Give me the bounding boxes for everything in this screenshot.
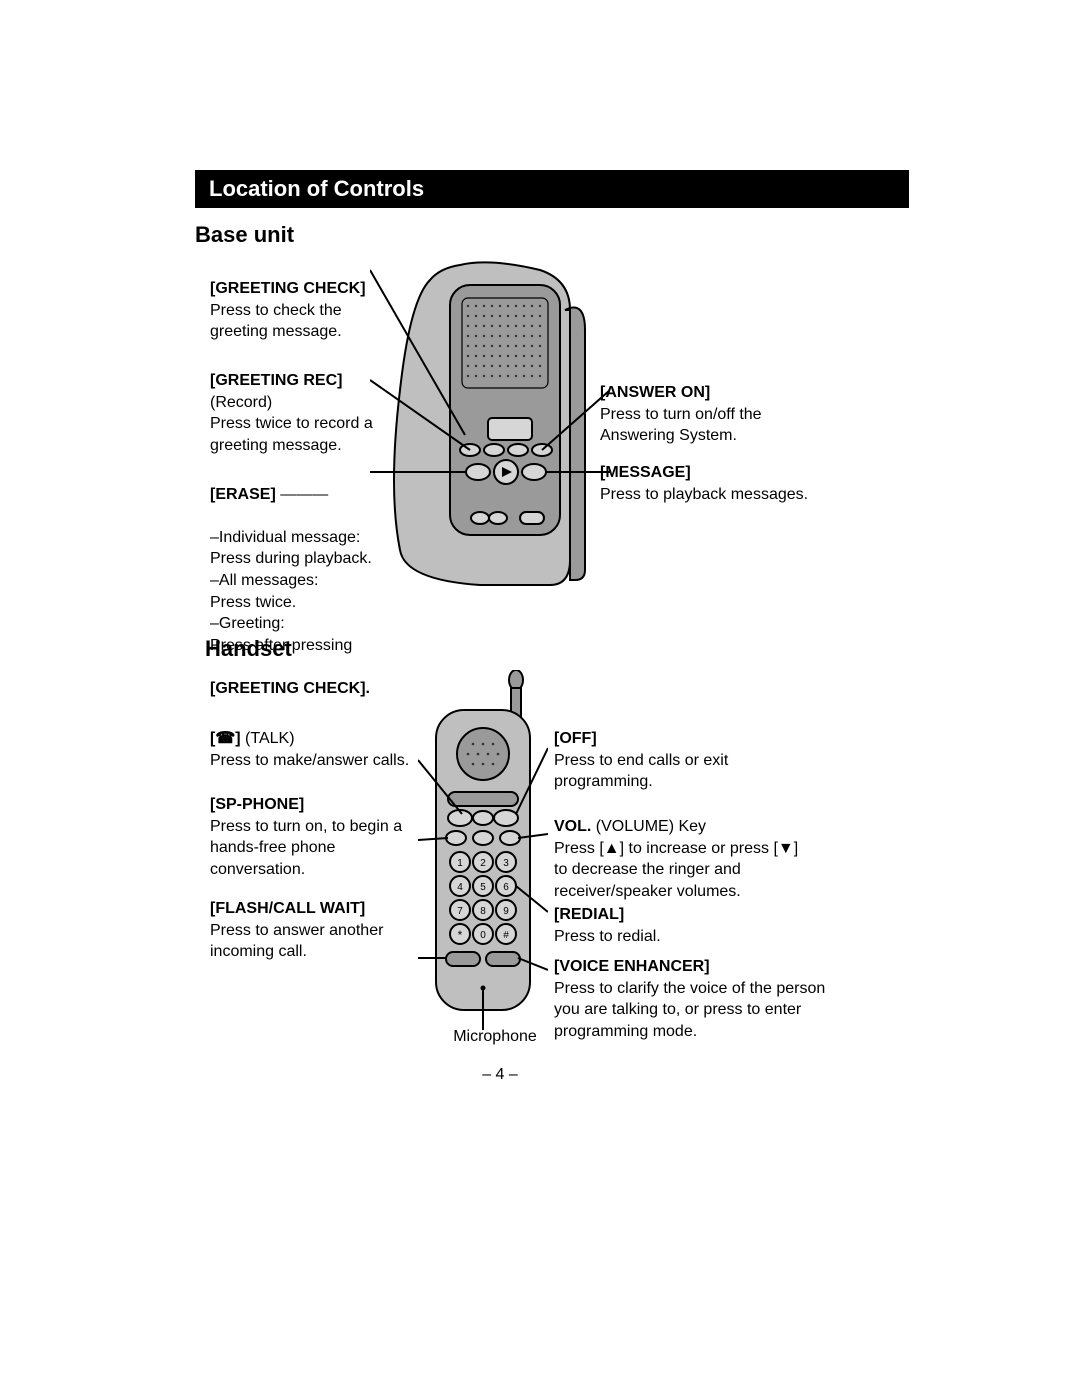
callout-talk: [☎] (TALK) Press to make/answer calls. xyxy=(210,728,425,771)
label: [OFF] xyxy=(554,730,597,747)
svg-text:#: # xyxy=(503,930,509,941)
pre-bold: VOL. xyxy=(554,818,591,835)
body: Press to check the greeting message. xyxy=(210,302,342,341)
pre-plain: (VOLUME) Key xyxy=(591,818,706,835)
base-unit-title: Base unit xyxy=(195,222,294,248)
page-number: – 4 – xyxy=(460,1066,540,1084)
body: Press to turn on/off the Answering Syste… xyxy=(600,406,762,445)
body: Press to end calls or exit programming. xyxy=(554,752,728,791)
label: [GREETING REC] xyxy=(210,372,342,389)
sub: (Record) xyxy=(210,394,272,411)
body: Press to playback messages. xyxy=(600,486,808,503)
body: Press to turn on, to begin a hands-free … xyxy=(210,818,402,878)
svg-text:*: * xyxy=(458,928,463,942)
body: Press to clarify the voice of the person… xyxy=(554,980,825,1040)
label: [GREETING CHECK] xyxy=(210,280,366,297)
label: [FLASH/CALL WAIT] xyxy=(210,900,365,917)
svg-text:6: 6 xyxy=(503,882,509,893)
svg-text:9: 9 xyxy=(503,906,509,917)
callout-flash-call-wait: [FLASH/CALL WAIT] Press to answer anothe… xyxy=(210,898,425,963)
icon: [☎] xyxy=(210,730,245,747)
callout-greeting-rec: [GREETING REC] (Record) Press twice to r… xyxy=(210,370,410,456)
callout-answer-on: [ANSWER ON] Press to turn on/off the Ans… xyxy=(600,382,810,447)
callout-greeting-check: [GREETING CHECK] Press to check the gree… xyxy=(210,278,390,343)
callout-redial: [REDIAL] Press to redial. xyxy=(554,904,784,947)
svg-text:7: 7 xyxy=(457,906,463,917)
body: Press to redial. xyxy=(554,928,661,945)
callout-sp-phone: [SP-PHONE] Press to turn on, to begin a … xyxy=(210,794,435,880)
body: –Individual message: Press during playba… xyxy=(210,529,372,654)
label: [ERASE] xyxy=(210,486,276,503)
svg-text:3: 3 xyxy=(503,858,509,869)
label: [REDIAL] xyxy=(554,906,624,923)
label: [ANSWER ON] xyxy=(600,384,710,401)
svg-text:2: 2 xyxy=(480,858,486,869)
callout-vol: VOL. (VOLUME) Key Press [▲] to increase … xyxy=(554,816,814,902)
callout-message: [MESSAGE] Press to playback messages. xyxy=(600,462,810,505)
body: Press to answer another incoming call. xyxy=(210,922,383,961)
svg-text:8: 8 xyxy=(480,906,486,917)
svg-text:1: 1 xyxy=(457,858,463,869)
mic-label: Microphone xyxy=(440,1026,550,1048)
plain: (TALK) xyxy=(245,730,294,747)
handset-title: Handset xyxy=(205,636,292,662)
tail: [GREETING CHECK]. xyxy=(210,680,370,697)
svg-text:0: 0 xyxy=(480,930,486,941)
label: [VOICE ENHANCER] xyxy=(554,958,710,975)
label: [SP-PHONE] xyxy=(210,796,304,813)
label: [MESSAGE] xyxy=(600,464,691,481)
body: Press to make/answer calls. xyxy=(210,752,409,769)
handset-diagram: 1 2 3 4 5 6 7 8 9 * 0 # xyxy=(418,670,548,1040)
svg-text:5: 5 xyxy=(480,882,486,893)
callout-voice-enhancer: [VOICE ENHANCER] Press to clarify the vo… xyxy=(554,956,834,1042)
page: Location of Controls Base unit xyxy=(0,0,1080,1398)
body: Press [▲] to increase or press [▼] to de… xyxy=(554,840,798,900)
header-bar: Location of Controls xyxy=(195,170,909,208)
body: Press twice to record a greeting message… xyxy=(210,415,373,454)
callout-off: [OFF] Press to end calls or exit program… xyxy=(554,728,784,793)
callout-erase: [ERASE] ——— –Individual message: Press d… xyxy=(210,462,420,700)
header-title: Location of Controls xyxy=(209,176,424,201)
svg-text:4: 4 xyxy=(457,882,463,893)
